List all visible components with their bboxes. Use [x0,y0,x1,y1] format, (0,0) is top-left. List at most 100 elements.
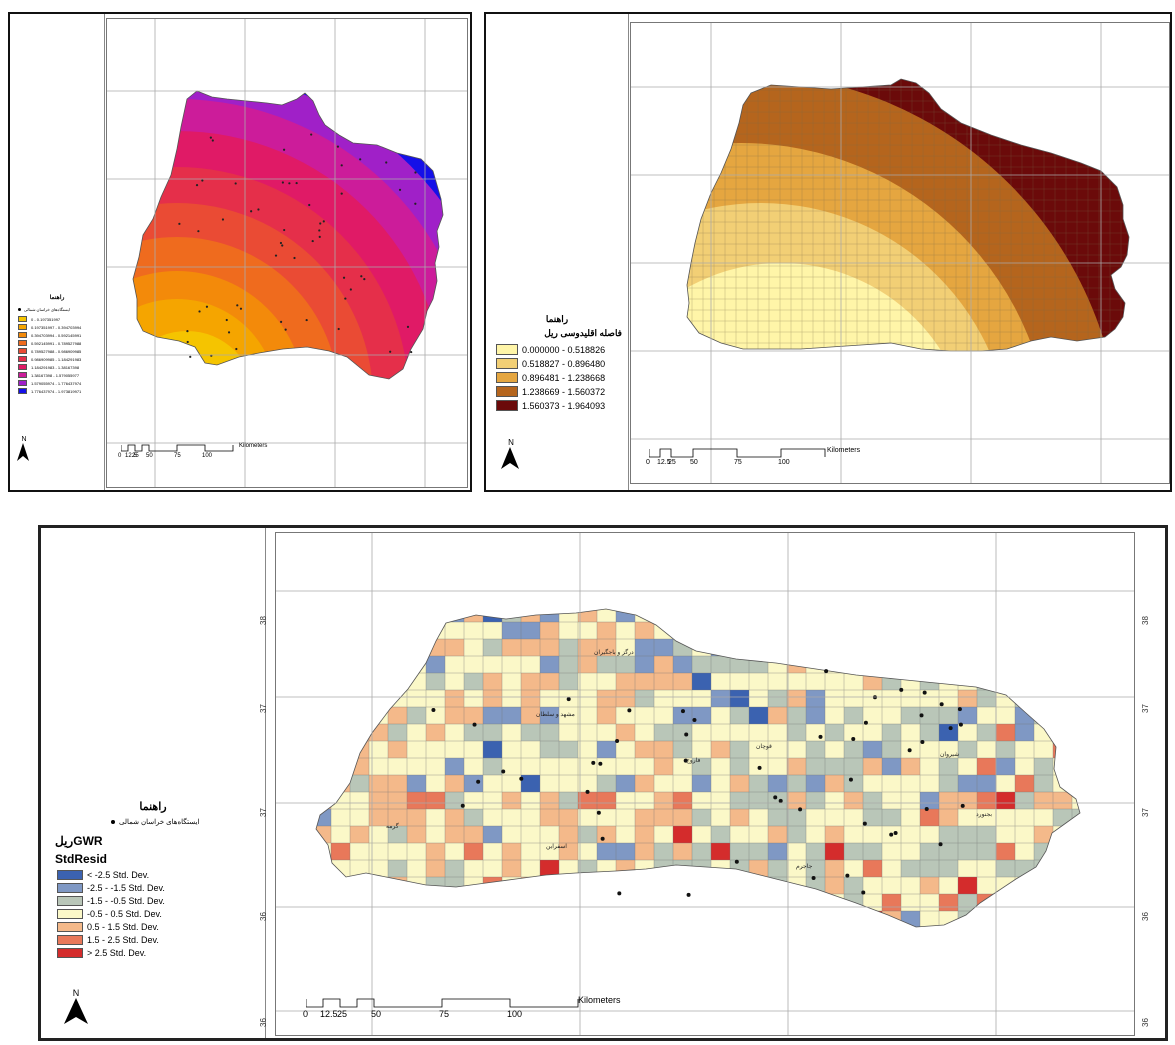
dot-icon [279,320,283,323]
dot-icon [257,208,260,211]
legend-swatch [18,372,27,378]
legend-swatch [18,316,27,322]
place-label: شیروان [940,752,960,758]
dot-icon [686,892,691,897]
north-arrow: N [63,988,89,1024]
north-label: N [21,436,27,443]
scale-tick-label: 50 [146,453,153,459]
legend-label: < -2.5 Std. Dev. [87,870,150,880]
dot-icon [907,748,912,753]
dot-icon [398,188,402,191]
dot-icon [615,739,620,744]
legend-label: 0.896481 - 1.238668 [522,372,606,383]
legend-item: < -2.5 Std. Dev. [57,870,165,880]
legend-swatch [57,948,83,958]
dot-icon [322,220,325,223]
place-label: درگز و باجگیران [594,650,634,656]
dot-icon [889,832,894,837]
legend-swatch [57,922,83,932]
legend-item: 1.38167398 - 1.579055977 [18,372,81,378]
legend-label: 0.000000 - 0.518826 [522,344,606,355]
place-label: جاجرم [796,864,813,870]
dot-icon [566,697,571,702]
legend-item: 0.000000 - 0.518826 [496,344,605,355]
dot-icon [337,327,340,331]
legend-swatch [18,364,27,370]
dot-icon [617,891,622,896]
dot-icon [591,760,596,765]
dot-icon [848,777,853,782]
legend-item: 1.776437974 - 1.973819971 [18,388,81,394]
dot-icon [389,350,392,353]
dot-icon [235,347,238,351]
scale-tick-label: 25 [668,459,676,466]
legend-layer-title: ریلGWR [55,834,103,848]
dot-icon [283,228,286,232]
station-points [178,133,417,358]
dot-icon [861,890,866,895]
legend-classes: < -2.5 Std. Dev. -2.5 - -1.5 Std. Dev. -1.… [57,870,165,961]
dot-icon [939,702,944,707]
legend-label: 1.560373 - 1.964093 [522,400,606,411]
dot-icon [340,192,343,195]
dot-icon [234,182,237,185]
dot-icon [851,736,856,741]
dot-icon [460,803,465,808]
legend-title: راهنما [49,295,65,301]
north-arrow: N [500,438,522,469]
map-panel-euclidean: راهنما فاصله اقلیدوسی ریل 0.000000 - 0.5… [484,12,1172,492]
dot-icon [414,171,417,174]
latitude-label: 36 [258,1018,268,1027]
map-canvas [276,533,1134,1035]
north-arrow-icon [501,447,519,469]
map-frame: 0 12.5 25 50 75 100 Kilometers [630,22,1170,484]
legend-item: 0.518827 - 0.896480 [496,358,605,369]
legend-points: ایستگاه‌های خراسان شمالی [18,307,70,312]
legend-title: راهنما [545,314,569,324]
dot-icon [922,690,927,695]
dot-icon [336,145,340,148]
dot-icon [585,789,590,794]
north-label: N [508,438,514,447]
dot-icon [225,318,228,322]
dot-icon [195,184,199,187]
dot-icon [824,669,829,674]
map-panel-gwr: راهنما ایستگاه‌های خراسان شمالی ریلGWR S… [38,525,1168,1041]
scale-bar: 0 12.5 25 50 75 100 Kilometers [118,443,267,463]
scale-bar: 0 12.5 25 50 75 100 Kilometers [303,995,621,1021]
dot-icon [893,830,898,835]
dot-icon [305,318,308,322]
legend-label: 0.789527988 - 0.986909985 [31,348,82,354]
north-arrow-icon [17,443,29,461]
legend-label: > 2.5 Std. Dev. [87,948,147,958]
legend-item: 0.592145991 - 0.789527988 [18,340,81,346]
dot-icon [318,229,321,232]
dot-icon [862,821,867,826]
legend-item: 0.5 - 1.5 Std. Dev. [57,922,165,932]
dot-icon [920,740,925,745]
dot-icon [201,179,204,182]
dot-icon [863,720,868,725]
station-points [431,669,965,897]
legend-label: 0.5 - 1.5 Std. Dev. [87,922,159,932]
latitude-label: 36 [1140,912,1150,921]
legend-label: 1.184291983 - 1.38167398 [31,364,80,370]
dot-icon [274,254,278,257]
dot-icon [236,304,239,307]
dot-icon [186,330,189,333]
scale-tick-label: 50 [371,1009,382,1019]
dot-icon [310,133,313,136]
legend-column: راهنما ایستگاه‌های خراسان شمالی ریلGWR S… [41,528,266,1038]
legend-swatch [18,324,27,330]
dot-icon [598,761,603,766]
scale-unit: Kilometers [578,995,621,1005]
scale-tick-label: 75 [174,453,181,459]
dot-icon [18,308,21,311]
legend-swatch [18,380,27,386]
dot-icon [178,222,181,225]
dot-icon [221,218,225,221]
place-label: گرمه [386,824,399,830]
legend-swatch [496,372,518,383]
dot-icon [281,181,284,184]
legend-subtitle: فاصله اقلیدوسی ریل [544,328,622,338]
